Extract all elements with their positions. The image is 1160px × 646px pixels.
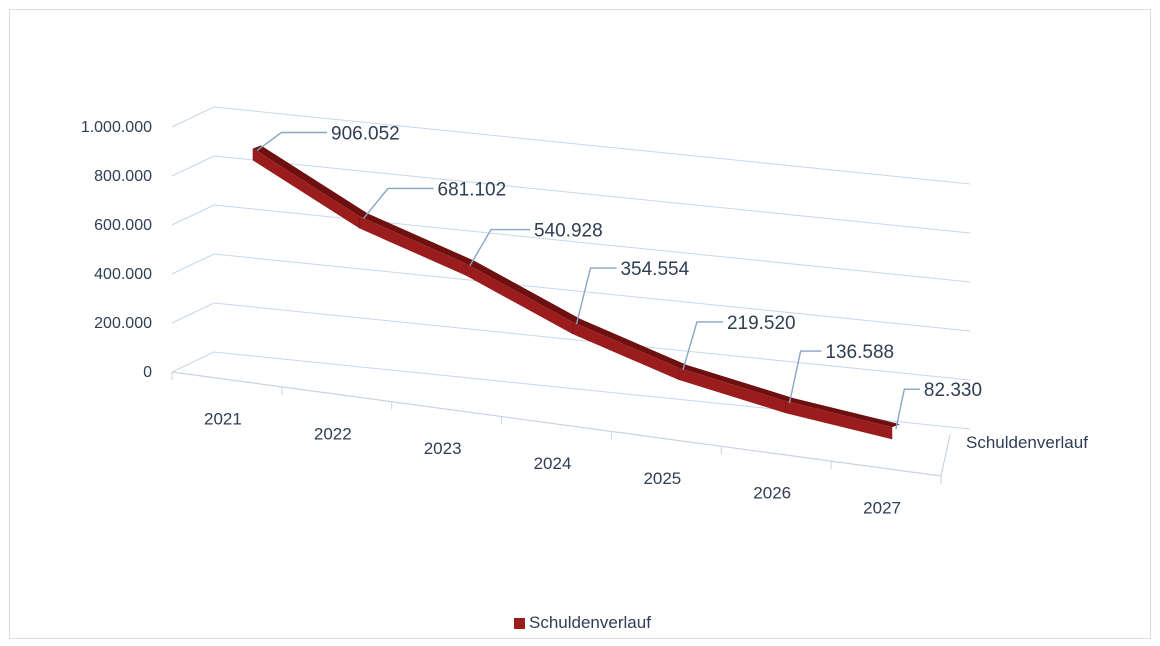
x-tick-label: 2026	[753, 484, 791, 503]
data-label-leader	[788, 350, 822, 404]
chart-canvas: 906.052 681.102 540.928 354.554 219.520 136.5…	[81, 106, 1088, 518]
x-tick-label: 2027	[863, 499, 901, 518]
gridline-side	[171, 155, 215, 177]
x-tick-label: 2025	[643, 469, 681, 488]
data-label-leader	[469, 228, 530, 266]
x-tick-label: 2024	[534, 454, 572, 473]
data-label: 82.330	[924, 380, 982, 401]
gridlines	[171, 106, 971, 430]
legend[interactable]: Schuldenverlauf	[514, 613, 651, 633]
gridline	[213, 106, 971, 185]
y-tick-label: 0	[143, 364, 152, 381]
y-tick-label: 200.000	[94, 315, 152, 332]
legend-swatch	[514, 617, 525, 629]
data-label: 681.102	[438, 179, 507, 200]
gridline	[213, 204, 971, 283]
y-tick-label: 600.000	[94, 217, 152, 234]
gridline-side	[171, 106, 215, 128]
gridline	[213, 253, 971, 332]
data-label-leader	[895, 388, 920, 430]
gridline	[213, 155, 971, 234]
data-label: 540.928	[534, 221, 603, 242]
x-axis-line	[171, 371, 942, 477]
chart-frame: 906.052 681.102 540.928 354.554 219.520 136.5…	[9, 9, 1151, 639]
x-tick-labels: 2021 2022 2023 2024 2025 2026 2027	[204, 409, 901, 517]
depth-axis-line	[940, 434, 951, 477]
x-tick-label: 2021	[204, 409, 242, 428]
series-ribbon	[252, 145, 900, 440]
x-tick-label: 2022	[314, 424, 352, 443]
data-label: 219.520	[727, 313, 796, 334]
gridline-side	[171, 302, 215, 324]
gridline-side	[171, 253, 215, 275]
y-tick-label: 400.000	[94, 266, 152, 283]
ribbon-top-face	[253, 145, 900, 428]
data-label-leader	[256, 131, 328, 152]
data-label: 136.588	[825, 342, 894, 363]
data-label-leader	[682, 321, 723, 371]
depth-axis-label: Schuldenverlauf	[966, 433, 1088, 452]
data-labels: 906.052 681.102 540.928 354.554 219.520 136.5…	[256, 123, 982, 430]
legend-label: Schuldenverlauf	[529, 613, 651, 632]
gridline-side	[171, 204, 215, 226]
y-tick-label: 800.000	[94, 168, 152, 185]
data-label-leader	[362, 187, 434, 219]
data-label: 354.554	[620, 259, 689, 280]
gridline-side	[171, 351, 215, 373]
y-tick-labels: 0 200.000 400.000 600.000 800.000 1.000.000	[81, 119, 152, 381]
x-tick-label: 2023	[424, 439, 462, 458]
axes	[171, 371, 951, 484]
data-label: 906.052	[331, 123, 400, 144]
data-label-leader	[575, 267, 617, 325]
y-tick-label: 1.000.000	[81, 119, 152, 136]
